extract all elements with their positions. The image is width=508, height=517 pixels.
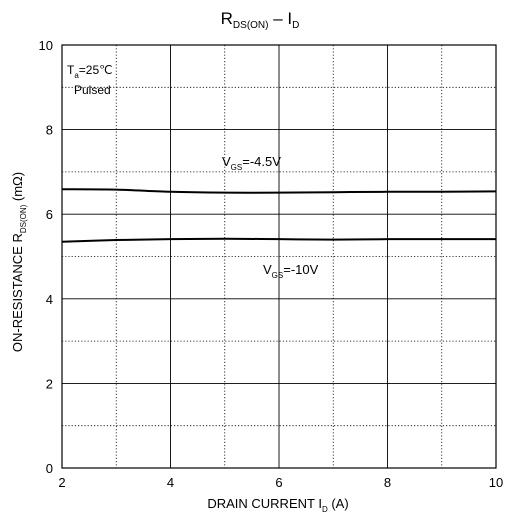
x-tick-label: 8 [384, 475, 391, 490]
y-tick-label: 6 [46, 207, 53, 222]
series-label-vgs-10v: VGS=-10V [263, 262, 319, 280]
temperature-label: Ta=25℃ [67, 63, 113, 80]
x-axis-label: DRAIN CURRENT ID (A) [207, 496, 348, 514]
major-grid [62, 45, 496, 468]
y-tick-label: 8 [46, 123, 53, 138]
series-label-vgs-4.5v: VGS=-4.5V [222, 154, 281, 172]
x-tick-label: 4 [167, 475, 174, 490]
x-tick-label: 6 [275, 475, 282, 490]
series-line-0 [61, 188, 497, 194]
plot-frame [61, 44, 497, 469]
chart-title: RDS(ON) – ID [221, 9, 300, 31]
series-layer [61, 188, 497, 243]
minor-grid [62, 45, 496, 468]
y-axis-label: ON-RESISTANCE RDS(ON) (mΩ) [10, 172, 28, 352]
pulsed-label: Pulsed [74, 83, 111, 97]
x-tick-label: 10 [489, 475, 503, 490]
x-tick-label: 2 [58, 475, 65, 490]
y-tick-label: 10 [39, 38, 53, 53]
y-tick-label: 0 [46, 461, 53, 476]
y-tick-label: 2 [46, 376, 53, 391]
y-tick-label: 4 [46, 292, 53, 307]
series-line-1 [61, 237, 496, 243]
